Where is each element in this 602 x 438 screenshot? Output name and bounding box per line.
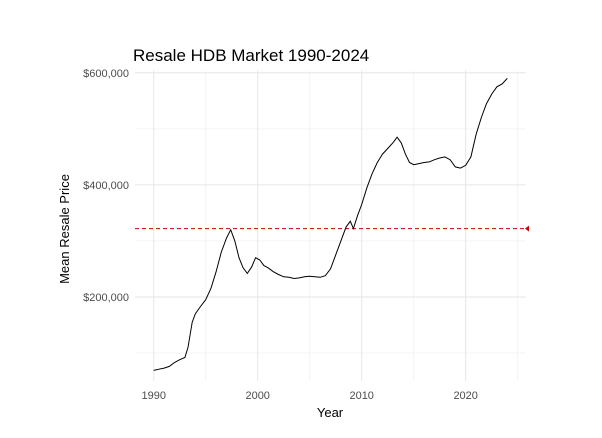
x-tick-label: 1990 — [141, 390, 165, 402]
series-line — [153, 78, 508, 371]
x-tick-label: 2000 — [245, 390, 269, 402]
y-tick-labels: $200,000 $400,000 $600,000 — [83, 68, 129, 304]
x-tick-label: 2020 — [453, 390, 477, 402]
x-axis-title: Year — [317, 405, 344, 420]
y-axis-title: Mean Resale Price — [57, 174, 72, 284]
y-tick-label: $400,000 — [83, 180, 129, 192]
grid — [135, 70, 526, 381]
y-tick-label: $200,000 — [83, 292, 129, 304]
x-tick-label: 2010 — [349, 390, 373, 402]
reference-marker — [525, 225, 529, 232]
x-tick-labels: 1990 2000 2010 2020 — [141, 390, 477, 402]
chart-title: Resale HDB Market 1990-2024 — [133, 46, 369, 65]
y-tick-label: $600,000 — [83, 68, 129, 80]
